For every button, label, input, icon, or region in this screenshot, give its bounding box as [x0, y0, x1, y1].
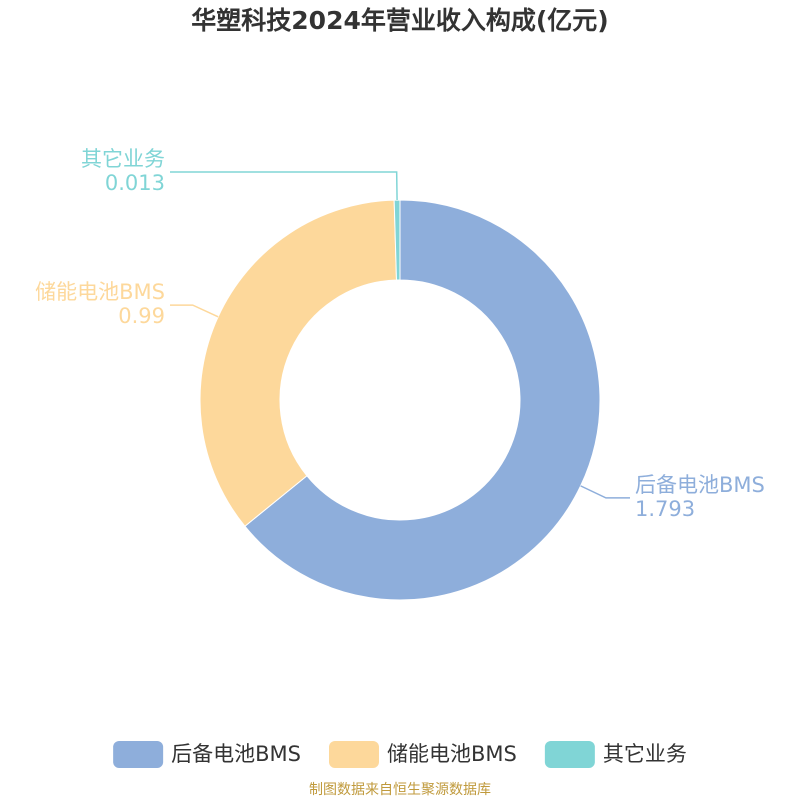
legend-label: 其它业务: [603, 742, 687, 766]
legend-swatch: [329, 741, 379, 768]
legend-label: 后备电池BMS: [171, 742, 301, 766]
legend-swatch: [544, 741, 595, 768]
legend-swatch: [113, 741, 164, 768]
source-note: 制图数据来自恒生聚源数据库: [309, 782, 491, 798]
slice-label: 储能电池BMS: [35, 280, 165, 304]
value-label: 0.013: [105, 171, 165, 195]
leader-line: [170, 304, 219, 318]
slice: [393, 199, 401, 281]
slice: [244, 199, 601, 601]
slice: [199, 199, 398, 527]
slice-label: 后备电池BMS: [635, 473, 765, 497]
leader-line: [170, 171, 398, 201]
value-label: 1.793: [635, 497, 695, 521]
slice-label: 其它业务: [81, 147, 165, 171]
legend-label: 储能电池BMS: [387, 742, 517, 766]
chart-title: 华塑科技2024年营业收入构成(亿元): [191, 6, 608, 35]
leader-line: [580, 485, 630, 499]
value-label: 0.99: [118, 304, 165, 328]
